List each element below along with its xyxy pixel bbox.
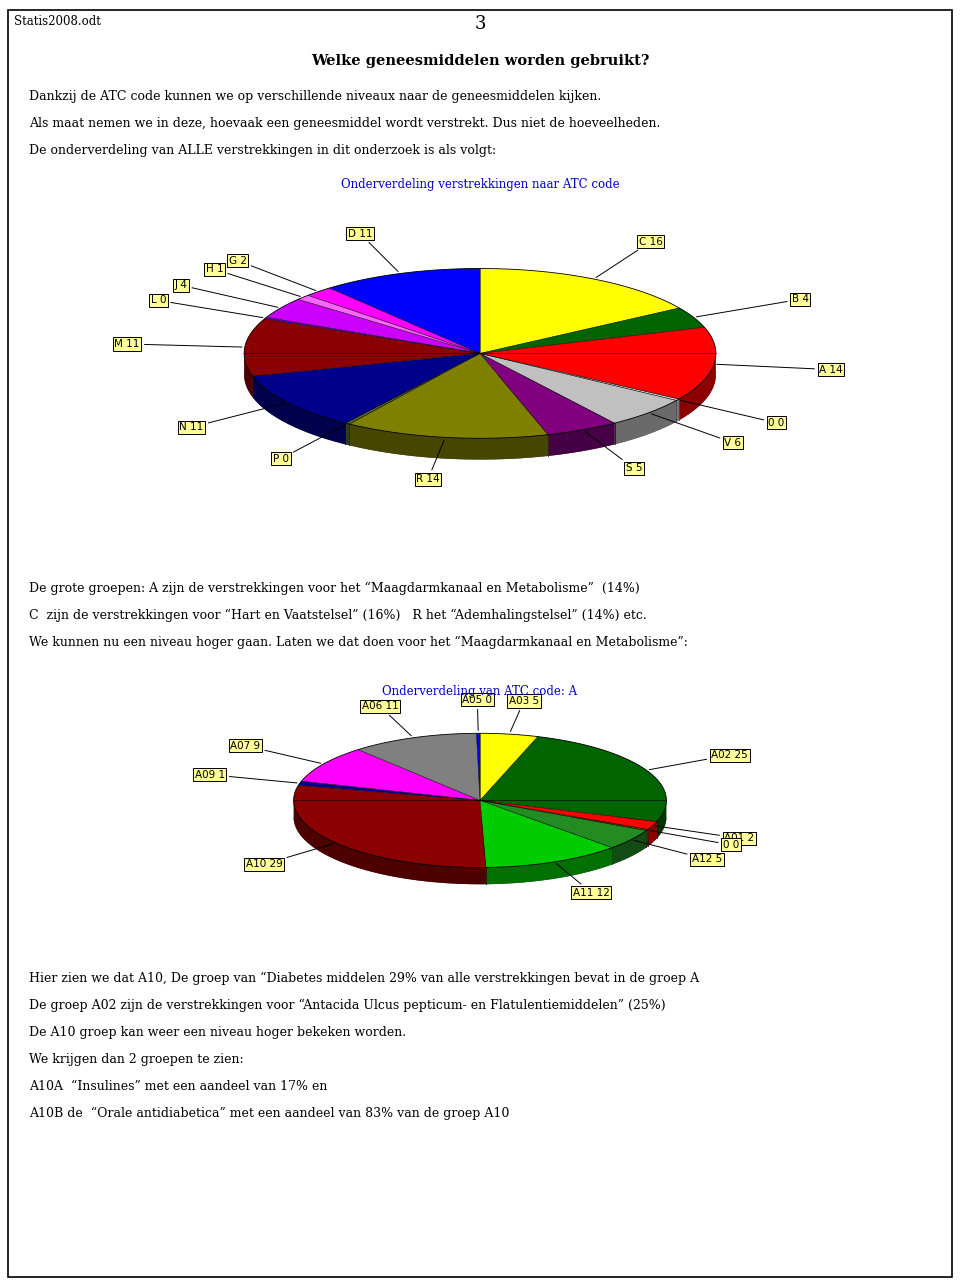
Polygon shape (614, 400, 677, 444)
Polygon shape (480, 354, 614, 435)
Polygon shape (548, 423, 614, 456)
Polygon shape (480, 801, 646, 848)
Polygon shape (294, 817, 666, 884)
Polygon shape (267, 300, 480, 354)
Polygon shape (646, 829, 648, 847)
Text: Welke geneesmiddelen worden gebruikt?: Welke geneesmiddelen worden gebruikt? (311, 54, 649, 68)
Text: A05 0: A05 0 (463, 695, 492, 731)
Polygon shape (346, 354, 480, 423)
Polygon shape (480, 801, 657, 829)
Polygon shape (657, 801, 666, 838)
Text: 0 0: 0 0 (650, 830, 739, 849)
Text: D 11: D 11 (348, 229, 398, 272)
Polygon shape (677, 399, 679, 422)
Text: 0 0: 0 0 (681, 400, 784, 427)
Text: H 1: H 1 (205, 264, 300, 296)
Text: A10A  “Insulines” met een aandeel van 17% en: A10A “Insulines” met een aandeel van 17%… (29, 1080, 327, 1093)
Polygon shape (480, 736, 666, 821)
Polygon shape (612, 830, 646, 865)
Text: A02 25: A02 25 (649, 750, 748, 770)
Text: We kunnen nu een niveau hoger gaan. Laten we dat doen voor het “Maagdarmkanaal e: We kunnen nu een niveau hoger gaan. Late… (29, 636, 687, 649)
Text: A01 2: A01 2 (656, 826, 755, 843)
Text: V 6: V 6 (651, 413, 741, 448)
Polygon shape (244, 319, 480, 376)
Polygon shape (358, 734, 480, 801)
Text: A06 11: A06 11 (362, 701, 411, 736)
Polygon shape (265, 318, 480, 354)
Text: J 4: J 4 (175, 281, 278, 308)
Text: Onderverdeling verstrekkingen naar ATC code: Onderverdeling verstrekkingen naar ATC c… (341, 178, 619, 190)
Polygon shape (252, 376, 346, 444)
Text: Dankzij de ATC code kunnen we op verschillende niveaux naar de geneesmiddelen ki: Dankzij de ATC code kunnen we op verschi… (29, 90, 601, 103)
Text: S 5: S 5 (585, 431, 642, 474)
Polygon shape (299, 295, 480, 354)
Polygon shape (480, 269, 680, 354)
Text: A09 1: A09 1 (195, 770, 297, 782)
Polygon shape (329, 269, 480, 354)
Text: 3: 3 (474, 15, 486, 33)
Text: C  zijn de verstrekkingen voor “Hart en Vaatstelsel” (16%)   R het “Ademhalingst: C zijn de verstrekkingen voor “Hart en V… (29, 609, 646, 622)
Polygon shape (476, 734, 480, 801)
Text: De onderverdeling van ALLE verstrekkingen in dit onderzoek is als volgt:: De onderverdeling van ALLE verstrekkinge… (29, 144, 496, 157)
Text: M 11: M 11 (114, 338, 242, 349)
Polygon shape (349, 354, 548, 439)
Polygon shape (346, 423, 349, 445)
Text: N 11: N 11 (180, 403, 285, 432)
Text: De grote groepen: A zijn de verstrekkingen voor het “Maagdarmkanaal en Metabolis: De grote groepen: A zijn de verstrekking… (29, 582, 639, 595)
Text: A10 29: A10 29 (246, 844, 333, 869)
Text: A 14: A 14 (717, 364, 843, 375)
Text: C 16: C 16 (596, 237, 662, 278)
Text: Onderverdeling van ATC code: A: Onderverdeling van ATC code: A (382, 685, 578, 698)
Polygon shape (294, 785, 486, 867)
Text: A07 9: A07 9 (230, 741, 321, 763)
Text: Statis2008.odt: Statis2008.odt (14, 15, 101, 28)
Polygon shape (308, 288, 480, 354)
Polygon shape (648, 821, 657, 847)
Text: A03 5: A03 5 (509, 696, 539, 731)
Text: R 14: R 14 (416, 440, 444, 484)
Polygon shape (349, 423, 548, 459)
Polygon shape (252, 354, 480, 423)
Text: A11 12: A11 12 (557, 864, 610, 898)
Polygon shape (244, 354, 252, 398)
Polygon shape (301, 749, 480, 801)
Text: L 0: L 0 (151, 296, 263, 318)
Polygon shape (480, 354, 677, 423)
Polygon shape (480, 308, 705, 354)
Text: Als maat nemen we in deze, hoevaak een geneesmiddel wordt verstrekt. Dus niet de: Als maat nemen we in deze, hoevaak een g… (29, 117, 660, 130)
Polygon shape (294, 801, 486, 884)
Polygon shape (480, 327, 716, 399)
Text: Hier zien we dat A10, De groep van “Diabetes middelen 29% van alle verstrekkinge: Hier zien we dat A10, De groep van “Diab… (29, 972, 699, 985)
Polygon shape (486, 848, 612, 884)
Text: B 4: B 4 (696, 295, 809, 317)
Text: A12 5: A12 5 (634, 840, 722, 865)
Text: De A10 groep kan weer een niveau hoger bekeken worden.: De A10 groep kan weer een niveau hoger b… (29, 1026, 406, 1039)
Text: G 2: G 2 (228, 256, 316, 291)
Polygon shape (679, 354, 716, 421)
Text: A10B de  “Orale antidiabetica” met een aandeel van 83% van de groep A10: A10B de “Orale antidiabetica” met een aa… (29, 1107, 509, 1120)
Polygon shape (299, 781, 480, 801)
Polygon shape (244, 375, 716, 459)
Text: We krijgen dan 2 groepen te zien:: We krijgen dan 2 groepen te zien: (29, 1053, 244, 1066)
Polygon shape (480, 354, 679, 400)
Polygon shape (480, 801, 612, 867)
Polygon shape (480, 801, 648, 830)
Polygon shape (480, 734, 538, 801)
Text: De groep A02 zijn de verstrekkingen voor “Antacida Ulcus pepticum- en Flatulenti: De groep A02 zijn de verstrekkingen voor… (29, 999, 665, 1012)
Text: P 0: P 0 (273, 425, 345, 463)
